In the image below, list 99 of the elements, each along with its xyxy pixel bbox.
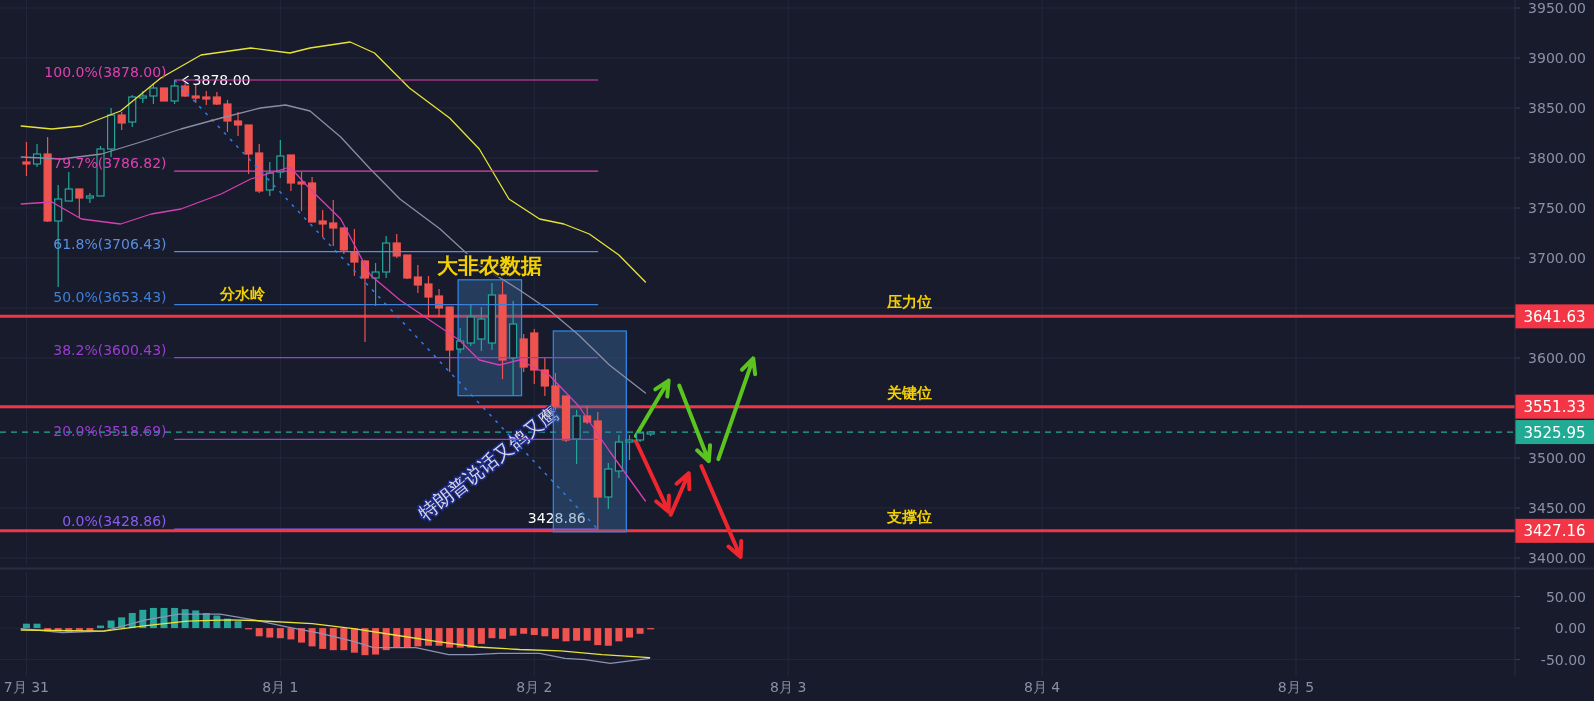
series-label: 50.0%(3653.43) — [53, 288, 167, 305]
candlestick — [75, 188, 84, 219]
ref-line-label: 3551.33 — [1523, 398, 1586, 417]
bar — [488, 628, 496, 639]
bar — [298, 628, 306, 643]
y-tick-label: 0.00 — [1554, 620, 1586, 637]
bar — [393, 628, 401, 648]
candlestick — [265, 161, 274, 197]
annotation: 分水岭 — [218, 284, 266, 303]
candlestick — [540, 356, 549, 397]
bar — [213, 615, 221, 629]
bar — [414, 628, 422, 647]
candlestick — [477, 306, 486, 352]
candlestick — [371, 262, 380, 307]
candlestick — [350, 228, 359, 277]
ref-line-label: 3427.16 — [1523, 522, 1586, 541]
ref-line-label: 3525.95 — [1523, 423, 1586, 442]
bar — [319, 628, 327, 649]
y-tick-label: 50.00 — [1545, 588, 1586, 605]
bar — [520, 628, 528, 634]
y-tick-label: 3900.00 — [1528, 50, 1586, 66]
bar — [541, 628, 549, 637]
bar — [22, 623, 30, 629]
x-tick-label: 8月 4 — [1023, 679, 1061, 695]
bar — [308, 628, 316, 647]
candlestick — [424, 275, 433, 318]
ref-line-label: 3641.63 — [1523, 307, 1586, 326]
bar — [329, 628, 337, 651]
bar — [615, 628, 623, 642]
candlestick — [413, 264, 422, 294]
candlestick — [22, 141, 31, 177]
bar — [573, 628, 581, 641]
x-tick-label: 8月 2 — [516, 679, 553, 695]
candlestick — [456, 327, 465, 354]
bar — [594, 628, 602, 646]
annotation: 压力位 — [886, 293, 933, 312]
x-tick-label: 8月 1 — [262, 679, 299, 695]
bar — [446, 628, 454, 648]
bar — [424, 628, 432, 646]
series-label: 79.7%(3786.82) — [53, 155, 167, 172]
bar — [456, 628, 464, 648]
bar — [583, 628, 591, 641]
y-tick-label: 3850.00 — [1528, 100, 1586, 116]
bar — [372, 628, 380, 655]
bar — [33, 623, 41, 629]
x-tick-label: 8月 5 — [1277, 679, 1315, 695]
series-label: 100.0%(3878.00) — [44, 64, 167, 80]
series-label: 20.0%(3518.69) — [53, 423, 167, 440]
candlestick — [64, 171, 73, 202]
bar — [382, 628, 390, 651]
bar — [435, 628, 443, 646]
y-tick-label: 3700.00 — [1528, 250, 1586, 266]
y-tick-label: 3400.00 — [1528, 550, 1586, 566]
candlestick — [170, 79, 179, 105]
bar — [234, 621, 242, 629]
candlestick — [572, 409, 581, 465]
candlestick — [339, 226, 348, 255]
bar — [636, 628, 644, 634]
candlestick — [318, 209, 327, 238]
candlestick — [297, 171, 306, 212]
candlestick — [434, 288, 444, 318]
annotation: 关键位 — [886, 383, 933, 402]
bar — [477, 628, 485, 644]
bar — [340, 628, 348, 651]
candlestick — [223, 99, 232, 133]
candlestick — [329, 199, 338, 247]
bar — [604, 628, 612, 646]
bar — [403, 628, 411, 648]
annotation: 3878.00 — [192, 72, 251, 88]
bar — [266, 628, 274, 638]
bar — [107, 620, 115, 629]
y-tick-label: 3500.00 — [1528, 450, 1586, 466]
y-tick-label: 3950.00 — [1528, 0, 1586, 16]
bar — [255, 628, 263, 637]
candlestick — [85, 192, 95, 204]
y-tick-label: 3800.00 — [1528, 150, 1586, 166]
candlestick — [233, 111, 243, 137]
x-tick-label: 7月 31 — [3, 679, 50, 695]
annotation: 支撑位 — [886, 507, 933, 526]
bar — [467, 628, 475, 648]
bar — [499, 628, 507, 639]
y-tick-label: -50.00 — [1540, 651, 1586, 668]
bar — [551, 628, 559, 639]
x-tick-label: 8月 3 — [770, 679, 807, 695]
series-label: 0.0%(3428.86) — [62, 513, 167, 530]
y-tick-label: 3750.00 — [1528, 200, 1586, 216]
bar — [276, 628, 284, 639]
annotation: 大非农数据 — [437, 254, 543, 278]
bar — [625, 628, 633, 638]
candlestick — [392, 233, 401, 259]
bar — [530, 628, 538, 636]
y-tick-label: 3600.00 — [1528, 350, 1586, 366]
candlestick — [149, 82, 158, 105]
candlestick — [625, 434, 634, 461]
bar — [562, 628, 570, 642]
y-tick-label: 3450.00 — [1528, 500, 1586, 516]
bar — [287, 628, 295, 640]
series-label: 38.2%(3600.43) — [53, 341, 167, 358]
bar — [509, 628, 517, 636]
